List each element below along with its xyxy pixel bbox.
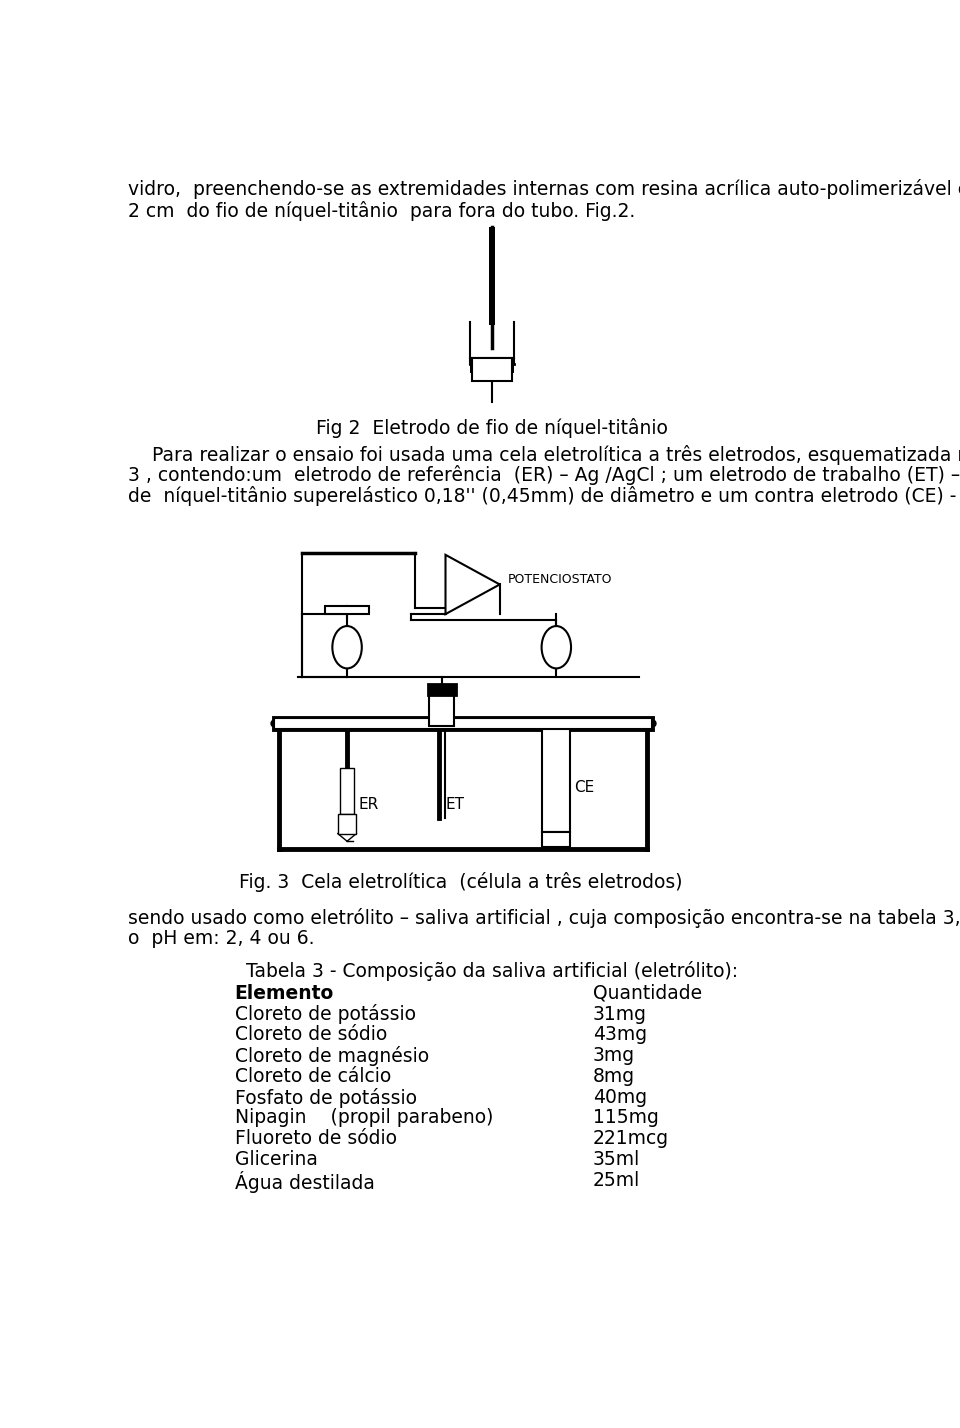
Bar	[338, 814, 356, 834]
Ellipse shape	[541, 625, 571, 668]
Polygon shape	[445, 555, 500, 614]
Text: CE: CE	[574, 780, 594, 795]
Text: 221mcg: 221mcg	[592, 1130, 669, 1148]
Text: Fosfato de potássio: Fosfato de potássio	[234, 1088, 417, 1108]
Bar	[542, 725, 570, 833]
Text: Cloreto de sódio: Cloreto de sódio	[234, 1025, 387, 1044]
Text: o  pH em: 2, 4 ou 6.: o pH em: 2, 4 ou 6.	[128, 930, 314, 948]
Text: vidro,  preenchendo-se as extremidades internas com resina acrílica auto-polimer: vidro, preenchendo-se as extremidades in…	[128, 178, 960, 198]
Text: Tabela 3 - Composição da saliva artificial (eletrólito):: Tabela 3 - Composição da saliva artifici…	[246, 961, 738, 981]
Bar	[542, 833, 570, 847]
Text: 8mg: 8mg	[592, 1067, 635, 1085]
Text: Água destilada: Água destilada	[234, 1171, 374, 1192]
Text: Cloreto de magnésio: Cloreto de magnésio	[234, 1047, 429, 1067]
Text: 40mg: 40mg	[592, 1088, 647, 1107]
Text: 35ml: 35ml	[592, 1150, 640, 1170]
Text: 31mg: 31mg	[592, 1004, 647, 1024]
Text: Fluoreto de sódio: Fluoreto de sódio	[234, 1130, 396, 1148]
Text: Nipagin    (propil parabeno): Nipagin (propil parabeno)	[234, 1108, 493, 1128]
Ellipse shape	[332, 625, 362, 668]
Text: 3 , contendo:um  eletrodo de referência  (ER) – Ag /AgCl ; um eletrodo de trabal: 3 , contendo:um eletrodo de referência (…	[128, 466, 960, 486]
Text: 43mg: 43mg	[592, 1025, 647, 1044]
Text: 115mg: 115mg	[592, 1108, 659, 1128]
Text: ET: ET	[445, 797, 465, 811]
Text: 25ml: 25ml	[592, 1171, 640, 1190]
Bar	[325, 607, 369, 614]
Text: de  níquel-titânio superelástico 0,18'' (0,45mm) de diâmetro e um contra eletrod: de níquel-titânio superelástico 0,18'' (…	[128, 487, 960, 507]
Bar	[275, 718, 652, 728]
Bar	[489, 227, 495, 326]
Text: Quantidade: Quantidade	[592, 984, 702, 1002]
Bar	[472, 357, 512, 381]
Text: Fig. 3  Cela eletrolítica  (célula a três eletrodos): Fig. 3 Cela eletrolítica (célula a três …	[239, 873, 683, 892]
Text: Elemento: Elemento	[234, 984, 334, 1002]
Text: Cloreto de potássio: Cloreto de potássio	[234, 1004, 416, 1024]
Bar	[340, 768, 354, 814]
Text: Glicerina: Glicerina	[234, 1150, 318, 1170]
Text: Fig 2  Eletrodo de fio de níquel-titânio: Fig 2 Eletrodo de fio de níquel-titânio	[316, 418, 668, 438]
Text: 3mg: 3mg	[592, 1047, 635, 1065]
Text: sendo usado como eletrólito – saliva artificial , cuja composição encontra-se na: sendo usado como eletrólito – saliva art…	[128, 908, 960, 928]
Bar	[429, 695, 454, 725]
Text: 2 cm  do fio de níquel-titânio  para fora do tubo. Fig.2.: 2 cm do fio de níquel-titânio para fora …	[128, 200, 635, 220]
Bar	[427, 684, 456, 695]
Text: Cloreto de cálcio: Cloreto de cálcio	[234, 1067, 391, 1085]
Bar	[470, 364, 514, 373]
Text: POTENCIOSTATO: POTENCIOSTATO	[508, 573, 612, 585]
Text: Para realizar o ensaio foi usada uma cela eletrolítica a três eletrodos, esquema: Para realizar o ensaio foi usada uma cel…	[128, 444, 960, 464]
Text: ER: ER	[359, 797, 379, 811]
